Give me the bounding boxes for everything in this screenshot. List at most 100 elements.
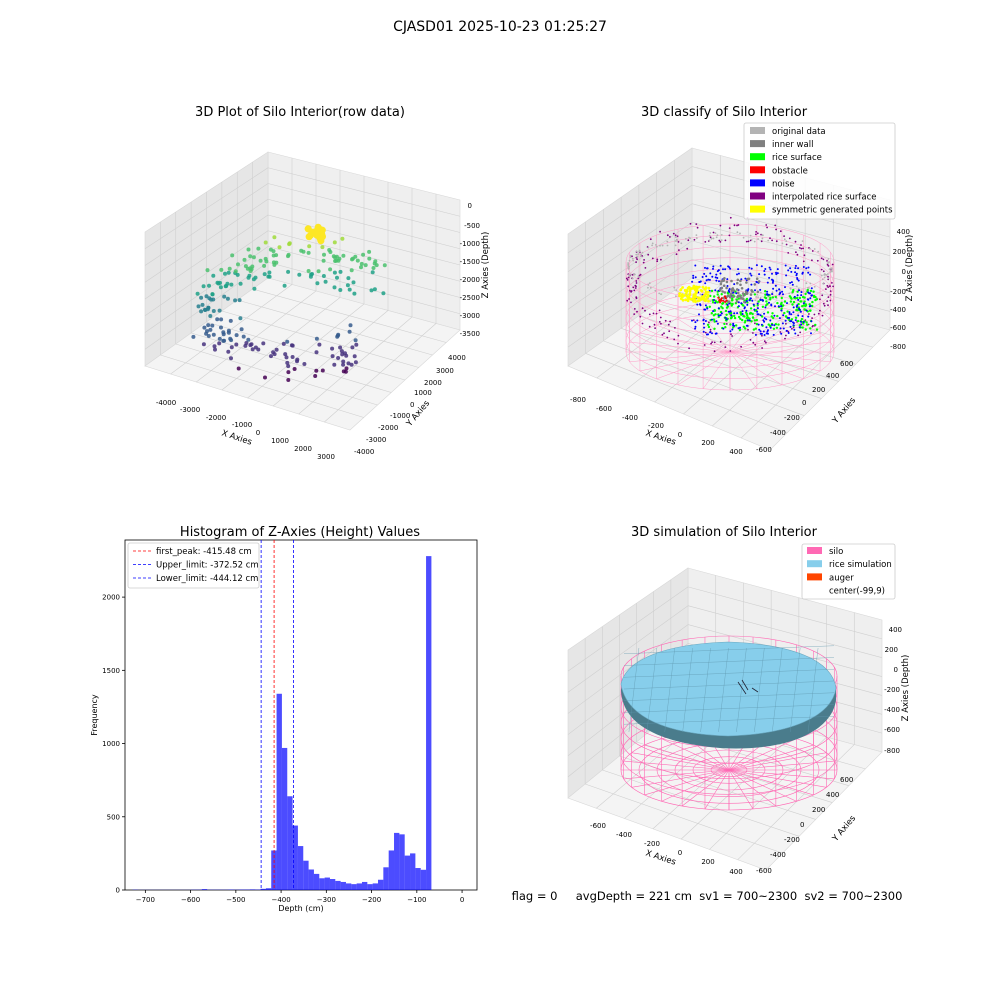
classify-point bbox=[705, 275, 708, 278]
classify-point bbox=[635, 253, 638, 256]
classify-point bbox=[763, 312, 766, 315]
hist-legend-entries: first_peak: -415.48 cm Upper_limit: -372.… bbox=[133, 547, 259, 584]
raw-point bbox=[359, 265, 363, 270]
classify-point bbox=[736, 231, 739, 234]
hist-bar bbox=[303, 860, 309, 890]
classify-point bbox=[647, 286, 649, 289]
classify-point bbox=[717, 289, 720, 292]
raw-point bbox=[271, 249, 276, 254]
classify-point bbox=[736, 312, 739, 315]
classify-point bbox=[792, 311, 795, 314]
classify-point bbox=[801, 240, 804, 243]
classify-point bbox=[756, 290, 760, 294]
classify-point bbox=[669, 236, 671, 238]
classify-point bbox=[811, 325, 814, 328]
classify-point bbox=[768, 276, 771, 279]
silo-spoke bbox=[729, 351, 783, 386]
classify-point bbox=[797, 287, 800, 290]
classify-point bbox=[628, 259, 631, 262]
raw-point bbox=[228, 318, 233, 323]
classify-point bbox=[789, 245, 792, 247]
classify-point bbox=[762, 234, 764, 237]
classify-point bbox=[796, 304, 799, 307]
classify-point bbox=[737, 315, 741, 319]
raw-point bbox=[218, 280, 222, 285]
classify-point bbox=[755, 233, 757, 236]
grid-line bbox=[680, 729, 800, 840]
classify-point bbox=[716, 322, 719, 325]
raw-point bbox=[217, 308, 222, 313]
classify-point bbox=[730, 292, 733, 295]
classify-point bbox=[636, 258, 638, 261]
classify-point bbox=[761, 334, 763, 337]
classify-point bbox=[767, 332, 769, 335]
classify-point bbox=[674, 234, 677, 237]
grid-line bbox=[687, 586, 883, 640]
classify-point bbox=[631, 277, 634, 280]
classify-point bbox=[696, 296, 700, 300]
raw-point bbox=[349, 268, 354, 273]
raw-point bbox=[267, 274, 272, 279]
raw-point bbox=[285, 360, 290, 365]
classify-point bbox=[640, 253, 642, 256]
classify-point bbox=[709, 331, 712, 334]
classify-point bbox=[754, 333, 757, 336]
raw-point bbox=[229, 282, 234, 287]
raw-point bbox=[272, 262, 277, 267]
classify-point bbox=[824, 273, 826, 275]
raw-point bbox=[348, 323, 353, 328]
sim-y-tick: 400 bbox=[826, 791, 839, 799]
raw-point bbox=[295, 357, 300, 362]
classify-point bbox=[783, 235, 785, 238]
hist-y-tick: 0 bbox=[116, 887, 120, 895]
classify-point bbox=[805, 282, 808, 285]
classify-point bbox=[763, 320, 766, 323]
classify-point bbox=[757, 300, 760, 303]
classify-point bbox=[703, 308, 706, 311]
mesh-line bbox=[807, 647, 819, 733]
classify-point bbox=[785, 334, 787, 337]
classify-point bbox=[626, 299, 629, 302]
classify-point bbox=[755, 318, 758, 322]
silo-spoke bbox=[644, 769, 730, 796]
classify-point bbox=[649, 286, 652, 289]
raw-y-tick: -3000 bbox=[366, 436, 386, 444]
classify-point bbox=[827, 277, 830, 280]
sim-z-tick: -200 bbox=[884, 686, 900, 694]
classify-point bbox=[724, 300, 727, 303]
hist-bar bbox=[287, 796, 293, 890]
classify-point bbox=[749, 297, 752, 300]
classify-point bbox=[736, 288, 739, 291]
classify-point bbox=[684, 292, 688, 295]
classify-point bbox=[809, 297, 812, 300]
classify-point bbox=[667, 323, 670, 326]
raw-point bbox=[221, 332, 226, 337]
hist-bar bbox=[394, 832, 400, 890]
raw-point bbox=[336, 356, 341, 360]
classify-point bbox=[753, 283, 757, 286]
classify-point bbox=[719, 272, 722, 275]
raw-point bbox=[205, 268, 210, 273]
classify-point bbox=[784, 286, 786, 289]
raw-point bbox=[211, 332, 216, 337]
classify-point bbox=[762, 330, 765, 333]
classify-point bbox=[629, 256, 632, 258]
classify-point bbox=[647, 246, 650, 249]
classify-point bbox=[771, 296, 775, 299]
classify-point bbox=[800, 294, 803, 297]
classify-point bbox=[669, 320, 671, 323]
classify-point bbox=[790, 297, 793, 300]
classify-point bbox=[742, 304, 745, 307]
raw-point bbox=[355, 258, 360, 263]
classify-point bbox=[744, 327, 747, 330]
classify-point bbox=[651, 257, 654, 260]
classify-point bbox=[801, 315, 804, 318]
hist-y-tick: 1000 bbox=[102, 740, 120, 748]
classify-point bbox=[707, 333, 709, 336]
classify-point bbox=[718, 239, 721, 242]
classify-point bbox=[746, 314, 749, 317]
sim-z-label: Z Axies (Depth) bbox=[901, 655, 911, 722]
hist-bar bbox=[308, 869, 314, 890]
sim-z-tick: 200 bbox=[885, 646, 898, 654]
grid-line bbox=[144, 246, 269, 333]
